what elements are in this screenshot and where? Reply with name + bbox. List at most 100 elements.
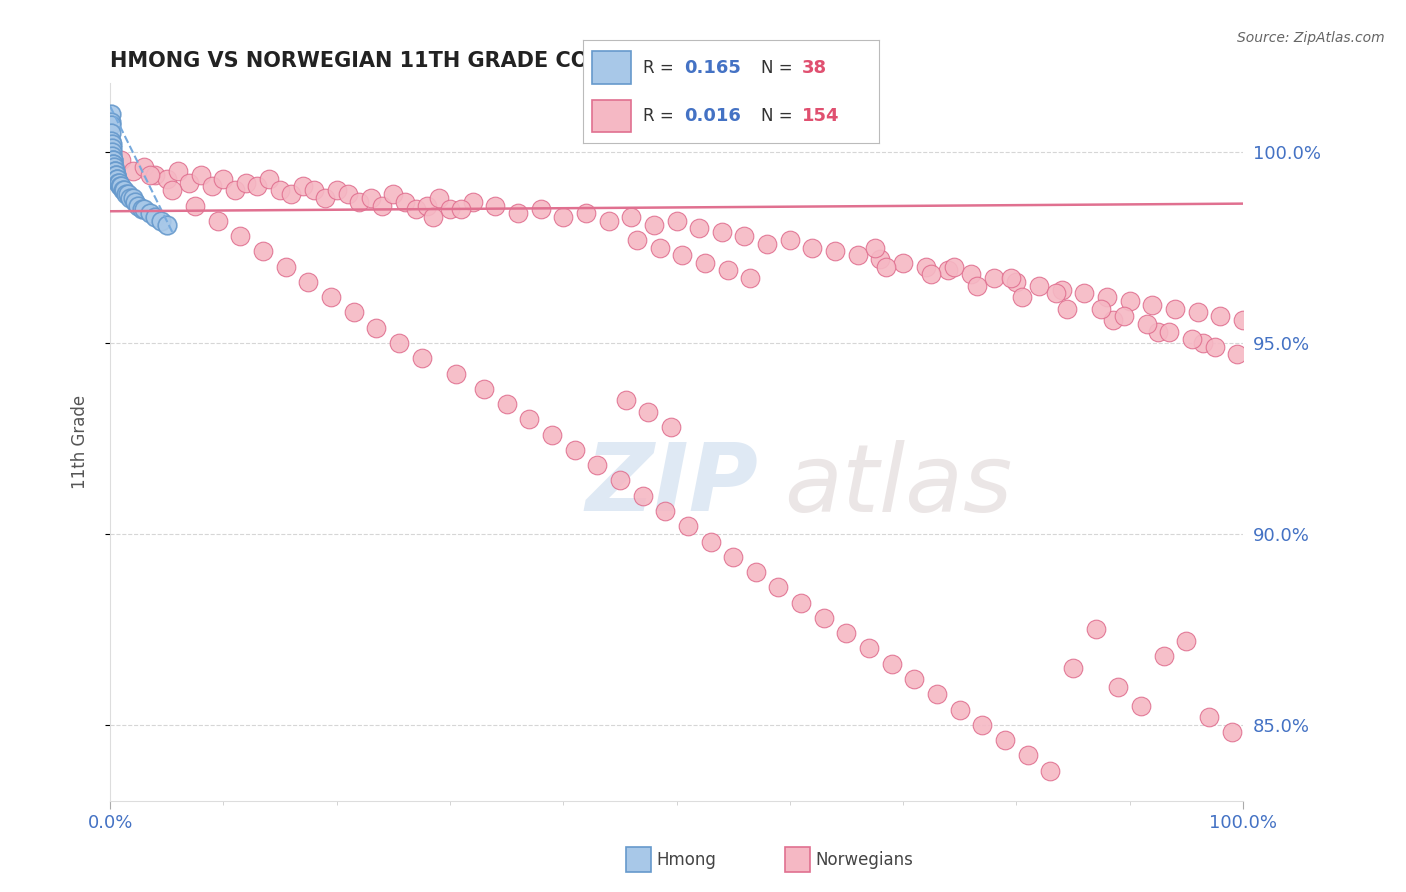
Point xyxy=(427,191,450,205)
Point xyxy=(688,221,710,235)
Point xyxy=(734,229,756,244)
Text: Hmong: Hmong xyxy=(657,851,717,869)
Point xyxy=(101,145,124,159)
Bar xyxy=(592,100,631,132)
Point xyxy=(575,206,598,220)
Text: 0.016: 0.016 xyxy=(683,107,741,125)
Point xyxy=(229,229,252,244)
Point xyxy=(614,393,637,408)
Point xyxy=(115,187,138,202)
Point xyxy=(124,194,146,209)
Point xyxy=(100,126,122,140)
Point xyxy=(1175,633,1198,648)
Text: R =: R = xyxy=(643,107,679,125)
Point xyxy=(943,260,966,274)
Point xyxy=(325,183,347,197)
Point xyxy=(517,412,540,426)
Point xyxy=(564,442,586,457)
Point xyxy=(779,233,801,247)
Point xyxy=(422,210,444,224)
Point xyxy=(110,153,132,167)
Point xyxy=(132,161,155,175)
Text: Norwegians: Norwegians xyxy=(815,851,914,869)
Point xyxy=(411,351,433,366)
Point xyxy=(790,596,813,610)
Point xyxy=(343,305,366,319)
Text: ZIP: ZIP xyxy=(586,440,759,532)
Point xyxy=(1147,325,1170,339)
Point xyxy=(835,626,858,640)
Point xyxy=(1159,325,1181,339)
Point xyxy=(461,194,484,209)
Point xyxy=(506,206,529,220)
Point xyxy=(1226,347,1249,361)
Point xyxy=(1220,725,1243,739)
Point xyxy=(319,290,342,304)
Point xyxy=(1153,649,1175,664)
Point xyxy=(145,168,167,182)
Point xyxy=(637,405,659,419)
Point xyxy=(869,252,891,266)
Point xyxy=(1017,748,1039,763)
Point xyxy=(813,611,835,625)
Point xyxy=(1136,317,1159,331)
Point xyxy=(252,244,274,259)
Point xyxy=(108,176,131,190)
Point xyxy=(100,107,122,121)
Point xyxy=(699,534,721,549)
Text: N =: N = xyxy=(761,107,797,125)
Point xyxy=(167,164,190,178)
Point xyxy=(925,687,948,701)
Point xyxy=(145,210,167,224)
Point xyxy=(120,191,142,205)
Point xyxy=(405,202,427,217)
Point xyxy=(1164,301,1187,316)
Point xyxy=(863,241,886,255)
Point xyxy=(110,179,132,194)
Point xyxy=(104,164,127,178)
Point xyxy=(156,218,179,232)
Point xyxy=(801,241,824,255)
Point xyxy=(179,176,201,190)
Point xyxy=(626,233,648,247)
Point xyxy=(388,336,411,351)
Point xyxy=(274,260,297,274)
Point xyxy=(938,263,960,277)
Point xyxy=(903,672,925,686)
Point xyxy=(101,141,124,155)
Point xyxy=(212,171,235,186)
Point xyxy=(104,164,127,178)
Point xyxy=(994,733,1017,747)
Point xyxy=(112,183,135,197)
Point xyxy=(966,278,988,293)
Text: R =: R = xyxy=(643,59,679,77)
Point xyxy=(1204,340,1226,354)
Point xyxy=(297,275,319,289)
Point xyxy=(1101,313,1123,327)
Point xyxy=(659,420,682,434)
Point xyxy=(105,171,128,186)
Point xyxy=(117,187,139,202)
Point xyxy=(360,191,382,205)
Point xyxy=(1187,305,1209,319)
Point xyxy=(824,244,846,259)
Point xyxy=(1028,278,1050,293)
Point xyxy=(484,198,506,212)
Point xyxy=(107,176,129,190)
Point xyxy=(105,168,128,182)
Point xyxy=(920,267,942,281)
Point xyxy=(101,153,124,167)
Point xyxy=(291,179,314,194)
Point xyxy=(676,519,699,533)
Point xyxy=(246,179,269,194)
Point xyxy=(121,164,143,178)
Point xyxy=(1084,623,1107,637)
Point xyxy=(1090,301,1112,316)
Text: Source: ZipAtlas.com: Source: ZipAtlas.com xyxy=(1237,31,1385,45)
Point xyxy=(620,210,643,224)
Point xyxy=(643,218,665,232)
Point xyxy=(710,225,733,239)
Point xyxy=(1209,310,1232,324)
Point xyxy=(648,241,671,255)
Point xyxy=(671,248,693,262)
